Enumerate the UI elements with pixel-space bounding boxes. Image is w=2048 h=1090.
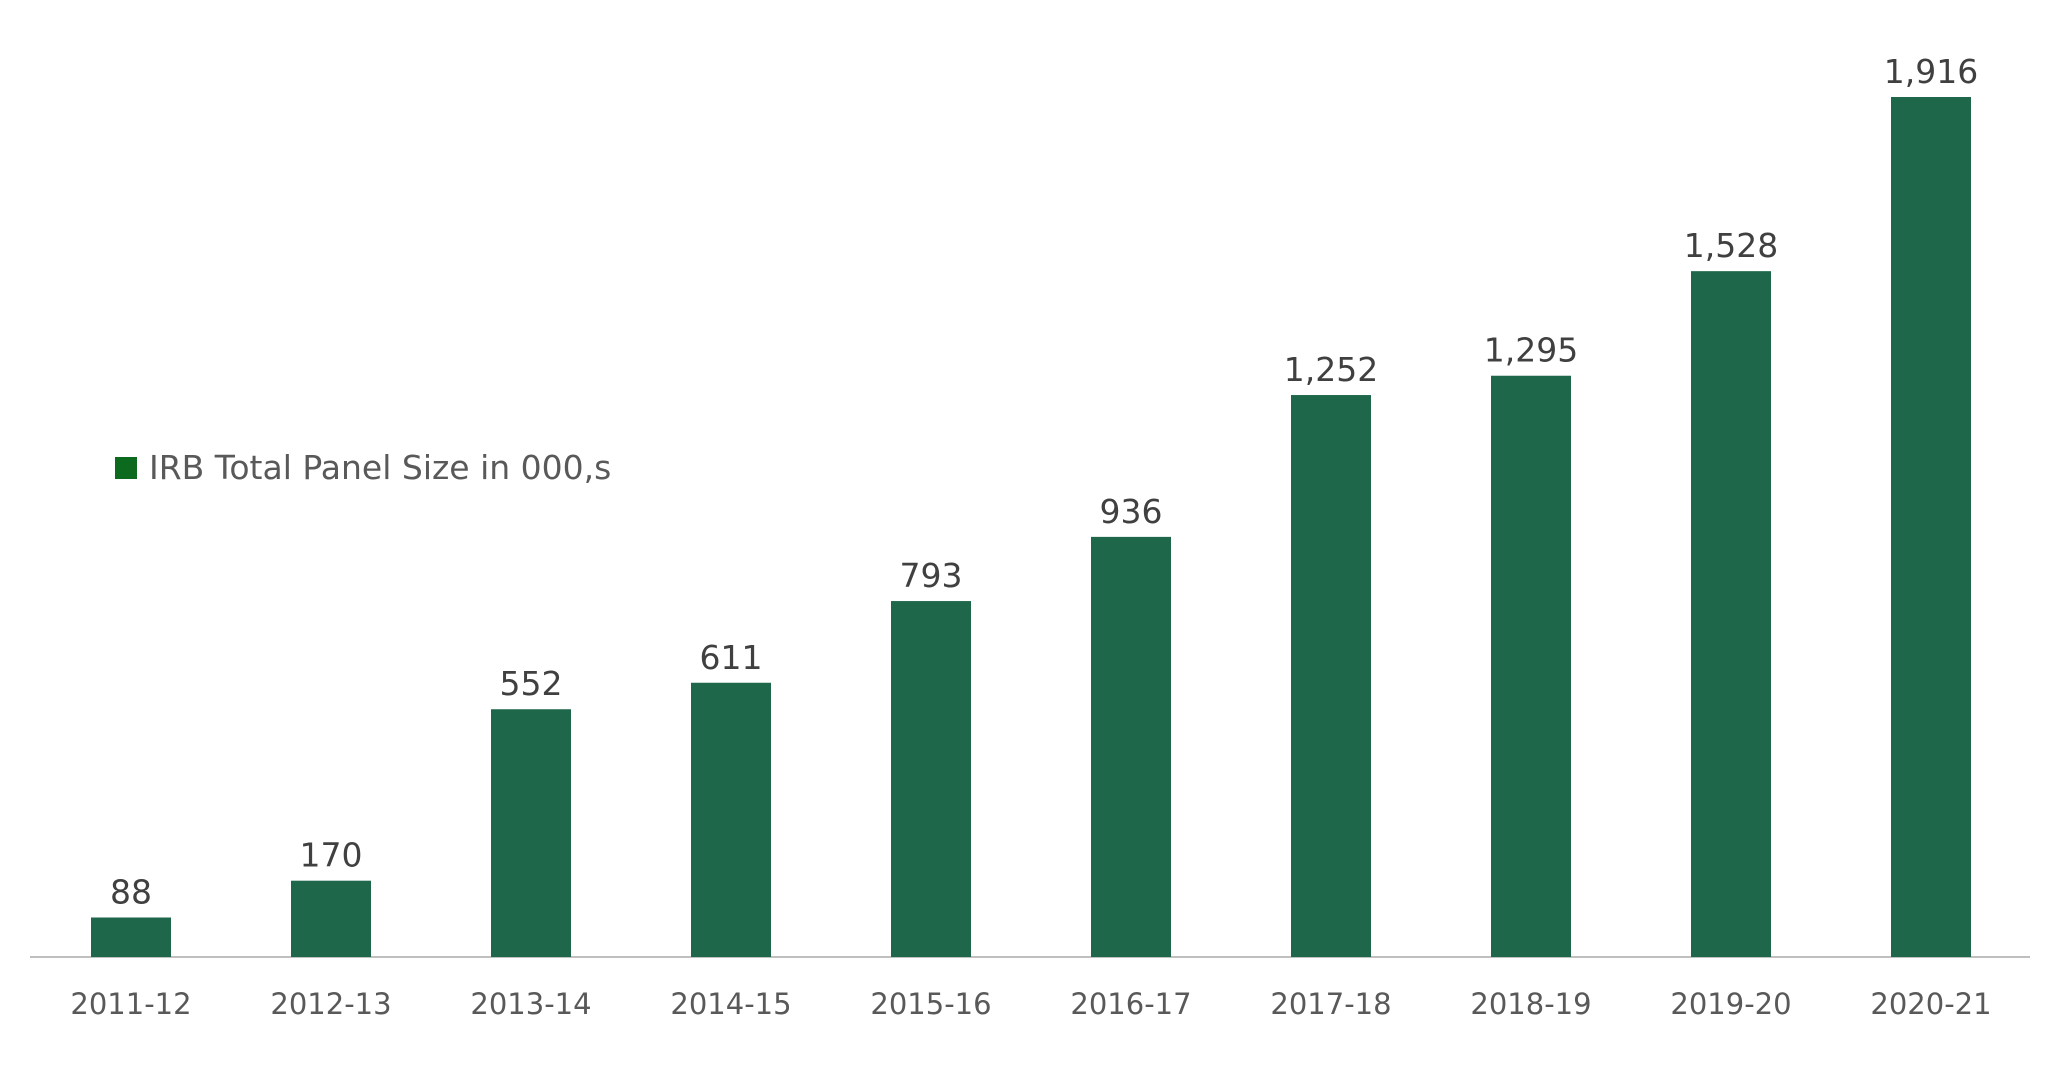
value-label-2011-12: 88 — [110, 873, 152, 912]
x-tick-label-2020-21: 2020-21 — [1870, 987, 1991, 1021]
value-label-2012-13: 170 — [300, 836, 363, 875]
legend-swatch — [115, 456, 137, 479]
x-tick-label-2018-19: 2018-19 — [1470, 987, 1591, 1021]
bar-2013-14 — [491, 709, 571, 957]
bar-2017-18 — [1291, 395, 1371, 957]
bar-2016-17 — [1091, 536, 1171, 957]
bar-2015-16 — [891, 601, 971, 957]
value-label-2020-21: 1,916 — [1884, 52, 1978, 91]
x-tick-label-2019-20: 2019-20 — [1670, 987, 1791, 1021]
value-label-2013-14: 552 — [500, 664, 563, 703]
x-tick-label-2012-13: 2012-13 — [270, 987, 391, 1021]
bar-2011-12 — [91, 917, 171, 957]
legend-label: IRB Total Panel Size in 000,s — [149, 448, 612, 487]
value-label-2015-16: 793 — [900, 556, 963, 595]
x-tick-label-2011-12: 2011-12 — [70, 987, 191, 1021]
x-tick-label-2015-16: 2015-16 — [870, 987, 991, 1021]
bar-2012-13 — [291, 880, 371, 957]
bar-2014-15 — [691, 682, 771, 957]
x-tick-label-2013-14: 2013-14 — [470, 987, 591, 1021]
value-label-2019-20: 1,528 — [1684, 226, 1778, 265]
legend: IRB Total Panel Size in 000,s — [115, 448, 611, 487]
value-label-2016-17: 936 — [1100, 492, 1163, 531]
value-label-2014-15: 611 — [700, 638, 763, 677]
value-label-2018-19: 1,295 — [1484, 331, 1578, 370]
bar-2019-20 — [1691, 271, 1771, 957]
bar-2020-21 — [1891, 97, 1971, 957]
bar-2018-19 — [1491, 375, 1571, 957]
x-tick-label-2014-15: 2014-15 — [670, 987, 791, 1021]
x-tick-label-2017-18: 2017-18 — [1270, 987, 1391, 1021]
value-label-2017-18: 1,252 — [1284, 350, 1378, 389]
x-tick-label-2016-17: 2016-17 — [1070, 987, 1191, 1021]
